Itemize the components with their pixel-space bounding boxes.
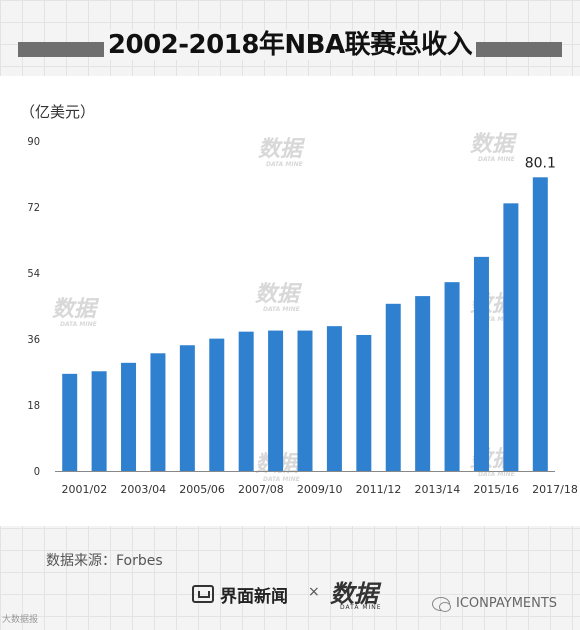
chart-title: 2002-2018年NBA联赛总收入 <box>0 24 580 61</box>
bar-2005-06 <box>179 345 195 471</box>
x-tick-label: 2003/04 <box>120 483 166 496</box>
wechat-account: ICONPAYMENTS <box>432 596 558 612</box>
y-tick-label: 36 <box>27 333 40 346</box>
bar-2012-13 <box>385 303 401 471</box>
watermark-sub: DATA MINE <box>478 156 516 163</box>
x-tick-label: 2009/10 <box>297 483 343 496</box>
chart-panel: 数据 DATA MINE 数据 DATA MINE 数据 DATA MINE 数据 DATA … <box>0 76 580 526</box>
x-tick-label: 2005/06 <box>179 483 225 496</box>
x-tick-label: 2017/18 <box>532 483 578 496</box>
data-label: 80.1 <box>525 155 556 171</box>
bar-2016-17 <box>503 203 519 471</box>
watermark-sub: DATA MINE <box>60 321 98 328</box>
bar-2002-03 <box>91 371 107 471</box>
title-area: 2002-2018年NBA联赛总收入 <box>0 0 580 72</box>
x-tick-label: 2011/12 <box>356 483 402 496</box>
brand-name: 界面新闻 <box>220 586 288 607</box>
bar-2017-18 <box>532 177 548 472</box>
bar-2007-08 <box>238 331 254 471</box>
x-tick-label: 2001/02 <box>62 483 108 496</box>
bar-2008-09 <box>268 330 284 471</box>
bar-2013-14 <box>415 296 431 471</box>
data-mine-logo-sub: DATA MINE <box>340 604 382 611</box>
watermark-main: 数据 <box>255 282 303 307</box>
y-tick-label: 90 <box>27 135 40 148</box>
brand-logo-icon <box>192 585 214 603</box>
watermark-sub: DATA MINE <box>478 316 516 323</box>
bar-2004-05 <box>150 353 166 471</box>
bar-2006-07 <box>209 338 225 471</box>
wechat-name: ICONPAYMENTS <box>456 596 558 611</box>
wechat-icon <box>432 596 451 612</box>
x-tick-label: 2007/08 <box>238 483 284 496</box>
data-mine-logo: 数据 DATA MINE <box>330 574 390 616</box>
y-tick-label: 0 <box>34 465 40 478</box>
footer: 界面新闻 × 数据 DATA MINE 大数据报 ICONPAYMENTS <box>0 572 580 630</box>
bar-2015-16 <box>473 256 489 471</box>
watermark-sub: DATA MINE <box>263 476 301 483</box>
brand: 界面新闻 <box>192 582 288 607</box>
bar-2011-12 <box>356 334 372 471</box>
watermark-sub: DATA MINE <box>478 471 516 478</box>
x-tick-label: 2013/14 <box>415 483 461 496</box>
watermark-main: 数据 <box>52 297 100 322</box>
times-sign: × <box>308 584 320 600</box>
watermark-sub: DATA MINE <box>263 306 301 313</box>
data-source: 数据来源：Forbes <box>46 553 163 569</box>
bar-2003-04 <box>121 362 137 471</box>
bar-2014-15 <box>444 282 460 471</box>
y-tick-label: 54 <box>27 267 40 280</box>
corner-watermark: 大数据报 <box>2 615 39 625</box>
y-tick-label: 72 <box>27 201 40 214</box>
watermark-main: 数据 <box>470 132 518 157</box>
data-mine-logo-main: 数据 <box>330 580 378 608</box>
watermark-main: 数据 <box>258 137 306 162</box>
x-tick-label: 2015/16 <box>473 483 519 496</box>
bar-2010-11 <box>326 326 342 471</box>
y-axis-label: （亿美元） <box>20 103 95 121</box>
y-tick-label: 18 <box>27 399 40 412</box>
bar-2001-02 <box>62 373 78 471</box>
bar-2009-10 <box>297 330 313 471</box>
watermark-sub: DATA MINE <box>266 161 304 168</box>
